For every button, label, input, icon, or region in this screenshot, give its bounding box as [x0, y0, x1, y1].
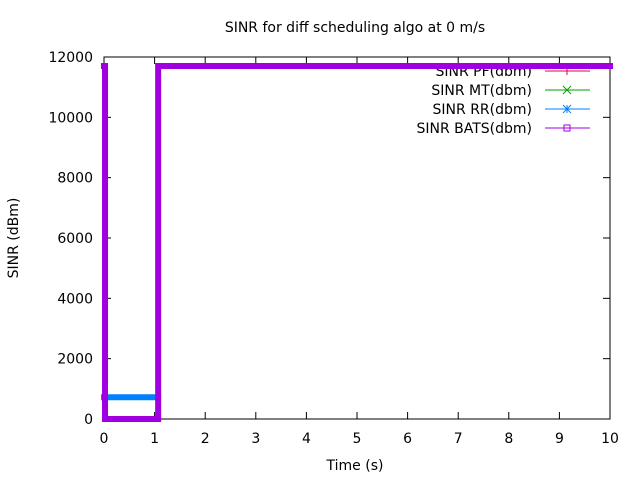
legend-marker-icon [563, 124, 571, 132]
x-tick-label: 6 [403, 431, 412, 447]
x-tick-label: 0 [100, 431, 109, 447]
plot-frame [103, 56, 611, 420]
y-tick-label: 2000 [57, 352, 93, 368]
x-axis-label: Time (s) [326, 458, 384, 474]
y-tick-label: 10000 [48, 110, 93, 126]
y-tick-label: 12000 [48, 50, 93, 66]
series-line-3 [101, 63, 613, 422]
x-tick-label: 9 [555, 431, 564, 447]
y-tick-label: 8000 [57, 171, 93, 187]
x-tick-label: 4 [302, 431, 311, 447]
legend-marker-icon [562, 85, 572, 95]
legend: SINR PF(dbm)SINR MT(dbm)SINR RR(dbm)SINR… [416, 64, 590, 137]
legend-label: SINR BATS(dbm) [416, 121, 532, 137]
x-tick-label: 5 [353, 431, 362, 447]
legend-label: SINR MT(dbm) [431, 83, 532, 99]
plot-area: 0 1 2 3 4 5 6 7 8 9 10 0 2000 4000 6000 8000 10000 12000 S… [48, 50, 618, 447]
legend-marker-icon [562, 104, 572, 114]
y-axis-label: SINR (dBm) [6, 198, 22, 279]
x-tick-label: 3 [251, 431, 260, 447]
y-tick-label: 4000 [57, 291, 93, 307]
series-line-0 [103, 65, 611, 420]
x-tick-label: 10 [601, 431, 619, 447]
chart-title: SINR for diff scheduling algo at 0 m/s [225, 20, 485, 36]
y-tick-label: 0 [84, 412, 93, 428]
x-tick-label: 8 [504, 431, 513, 447]
x-tick-label: 1 [150, 431, 159, 447]
series-line-1 [103, 65, 611, 420]
y-tick-label: 6000 [57, 231, 93, 247]
legend-label: SINR RR(dbm) [433, 102, 532, 118]
x-tick-label: 7 [454, 431, 463, 447]
x-tick-label: 2 [201, 431, 210, 447]
